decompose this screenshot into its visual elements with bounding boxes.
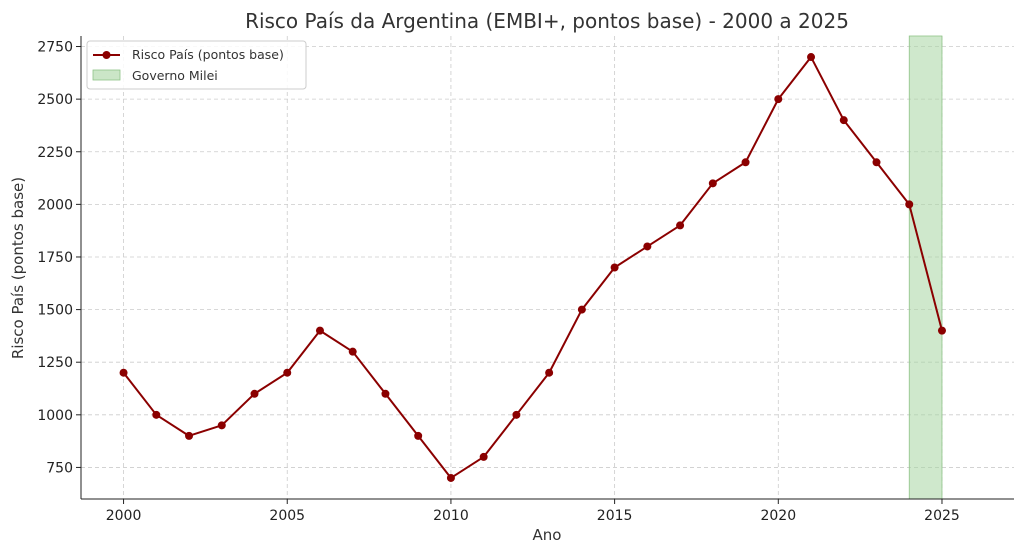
grid-lines (81, 36, 1014, 499)
data-point-2009 (414, 431, 423, 440)
chart-title: Risco País da Argentina (EMBI+, pontos b… (245, 9, 849, 33)
x-tick-label-2000: 2000 (106, 508, 142, 524)
data-point-2021 (807, 53, 816, 62)
x-axis-label: Ano (533, 526, 562, 544)
data-point-2001 (152, 410, 161, 419)
data-point-2025 (937, 326, 946, 335)
tick-labels: 2000 2005 2010 2015 2020 2025 750 1000 1250 1500 1… (37, 40, 959, 524)
legend-entry-series: Risco País (pontos base) (132, 47, 284, 62)
legend-box (86, 40, 307, 90)
y-tick-label-750: 750 (46, 460, 73, 476)
legend-shade-swatch (92, 69, 121, 81)
y-tick-label-1750: 1750 (37, 250, 73, 266)
data-point-2003 (217, 421, 226, 430)
series-line-0 (122, 56, 943, 479)
x-tick-label-2005: 2005 (269, 508, 305, 524)
y-tick-label-1500: 1500 (37, 303, 73, 319)
y-tick-label-1000: 1000 (37, 408, 73, 424)
x-tick-label-2020: 2020 (760, 508, 796, 524)
data-point-2018 (708, 179, 717, 188)
data-point-2023 (872, 158, 881, 167)
y-tick-label-2000: 2000 (37, 197, 73, 213)
legend: Risco País (pontos base) Governo Milei (86, 40, 307, 90)
y-tick-label-2250: 2250 (37, 145, 73, 161)
data-point-2002 (185, 431, 194, 440)
legend-marker-swatch (102, 51, 111, 59)
data-point-2024 (905, 200, 914, 209)
data-point-2022 (839, 116, 848, 125)
data-point-2010 (446, 473, 455, 482)
data-point-2011 (479, 452, 488, 461)
y-tick-label-2750: 2750 (37, 40, 73, 56)
data-point-2019 (741, 158, 750, 167)
data-point-2012 (512, 410, 521, 419)
y-axis-label: Risco País (pontos base) (9, 177, 27, 359)
data-point-2013 (545, 368, 554, 377)
x-tick-label-2010: 2010 (433, 508, 469, 524)
x-tick-label-2015: 2015 (597, 508, 633, 524)
data-point-2014 (577, 305, 586, 314)
data-point-2016 (643, 242, 652, 251)
y-tick-label-2500: 2500 (37, 92, 73, 108)
data-point-2015 (610, 263, 619, 272)
y-tick-label-1250: 1250 (37, 355, 73, 371)
data-point-2007 (348, 347, 357, 356)
data-point-2004 (250, 389, 259, 398)
x-tick-label-2025: 2025 (924, 508, 960, 524)
data-point-2020 (774, 95, 783, 104)
series-layer (119, 53, 946, 482)
data-point-2008 (381, 389, 390, 398)
legend-entry-shaded: Governo Milei (132, 68, 218, 83)
data-point-2017 (676, 221, 685, 230)
data-point-2000 (119, 368, 128, 377)
data-point-2005 (283, 368, 292, 377)
data-point-2006 (315, 326, 324, 335)
axes (76, 36, 1014, 504)
